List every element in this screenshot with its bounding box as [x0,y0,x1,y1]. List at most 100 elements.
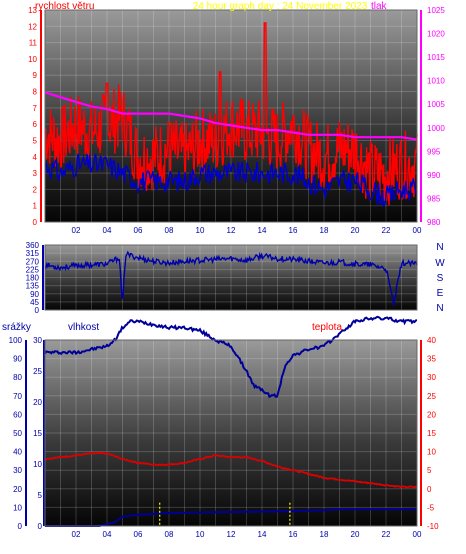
rain-label: srážky [2,322,31,333]
rain-y-tick-label: 90 [13,355,22,364]
direction-y-tick-label: 90 [30,290,39,299]
rain-y-tick-label: 50 [13,429,22,438]
temperature-y-tick-label: 20 [427,410,436,419]
temperature-y-tick-label: 15 [427,429,436,438]
wind-x-tick-label: 02 [72,226,81,235]
pressure-y-tick-label: 1015 [427,53,445,62]
temperature-y-tick-label: 40 [427,336,436,345]
direction-y-tick-label: 45 [30,298,39,307]
temperature-y-tick-label: 35 [427,355,436,364]
compass-letter: E [437,288,444,299]
pressure-y-tick-label: 985 [427,194,441,203]
temperature-line [44,451,418,489]
wind-y-tick-label: 6 [33,120,38,129]
pressure-y-tick-label: 980 [427,218,441,227]
humidity-y-tick-label: 25 [33,367,42,376]
rain-y-tick-label: 60 [13,410,22,419]
climate-x-tick-label: 02 [72,530,81,539]
wind-label: rychlost větru [35,1,94,12]
wind-y-tick-label: 0 [33,218,38,227]
temperature-y-tick-label: 25 [427,392,436,401]
wind-y-tick-label: 2 [33,185,38,194]
compass-letter: N [436,303,443,314]
humidity-y-tick-label: 15 [33,429,42,438]
wind-x-tick-label: 16 [289,226,298,235]
climate-x-tick-label: 08 [165,530,174,539]
pressure-y-tick-label: 990 [427,171,441,180]
direction-y-tick-label: 135 [26,282,40,291]
climate-x-tick-label: 06 [134,530,143,539]
wind-x-tick-label: 00 [413,226,422,235]
wind-x-tick-label: 06 [134,226,143,235]
humidity-y-tick-label: 0 [38,522,43,531]
humidity-y-tick-label: 20 [33,398,42,407]
direction-y-tick-label: 225 [26,265,40,274]
rain-total-line [45,508,417,527]
temperature-y-tick-label: 30 [427,373,436,382]
humidity-y-tick-label: 10 [33,460,42,469]
pressure-y-tick-label: 1025 [427,6,445,15]
pressure-y-tick-label: 1010 [427,77,445,86]
temperature-y-tick-label: 10 [427,448,436,457]
humidity-label: vlhkost [68,322,99,333]
pressure-y-tick-label: 1005 [427,100,445,109]
wind-y-tick-label: 13 [28,6,37,15]
wind-y-tick-label: 11 [29,39,38,48]
panel-direction-background [45,245,417,310]
pressure-y-tick-label: 1000 [427,124,445,133]
wind-y-tick-label: 4 [33,153,38,162]
direction-line [44,250,418,306]
wind-y-tick-label: 1 [33,202,38,211]
climate-x-tick-label: 00 [413,530,422,539]
panel-wind-border [44,9,418,223]
compass-letter: N [436,242,443,253]
climate-x-tick-label: 12 [227,530,236,539]
rain-y-tick-label: 40 [13,448,22,457]
panel-climate-border [44,339,418,527]
climate-x-tick-label: 20 [351,530,360,539]
wind-y-tick-label: 7 [33,104,38,113]
direction-y-tick-label: 180 [26,274,40,283]
wind-x-tick-label: 18 [320,226,329,235]
wind-y-tick-label: 8 [33,88,38,97]
compass-letter: S [437,273,444,284]
climate-x-tick-label: 14 [258,530,267,539]
direction-y-tick-label: 270 [26,257,40,266]
rain-y-tick-label: 0 [18,522,23,531]
rain-y-tick-label: 100 [9,336,23,345]
pressure-y-tick-label: 995 [427,147,441,156]
compass-letter: W [435,258,445,269]
pressure-label: tlak [371,1,388,12]
rain-y-tick-label: 30 [13,466,22,475]
pressure-y-tick-label: 1020 [427,30,445,39]
pressure-line [44,91,418,141]
wind-x-tick-label: 08 [165,226,174,235]
wind-y-tick-label: 10 [28,55,37,64]
wind-x-tick-label: 04 [103,226,112,235]
panel-climate-background [45,340,417,526]
wind-x-tick-label: 14 [258,226,267,235]
direction-y-tick-label: 0 [35,306,40,315]
climate-x-tick-label: 04 [103,530,112,539]
direction-y-tick-label: 315 [26,249,40,258]
rain-y-tick-label: 20 [13,485,22,494]
temperature-y-tick-label: 5 [427,466,432,475]
wind-x-tick-label: 20 [351,226,360,235]
wind-x-tick-label: 10 [196,226,205,235]
wind-y-tick-label: 12 [28,22,37,31]
wind-x-tick-label: 12 [227,226,236,235]
rain-y-tick-label: 70 [13,392,22,401]
humidity-y-tick-label: 30 [33,336,42,345]
wind-average-line [44,153,418,208]
climate-x-tick-label: 16 [289,530,298,539]
temperature-label: teplota [312,322,342,333]
climate-x-tick-label: 18 [320,530,329,539]
wind-y-tick-label: 9 [33,71,38,80]
climate-x-tick-label: 10 [196,530,205,539]
panel-direction-border [44,244,418,311]
climate-x-tick-label: 22 [382,530,391,539]
wind-gust-line [44,22,418,206]
rain-y-tick-label: 80 [13,373,22,382]
wind-y-tick-label: 5 [33,136,38,145]
